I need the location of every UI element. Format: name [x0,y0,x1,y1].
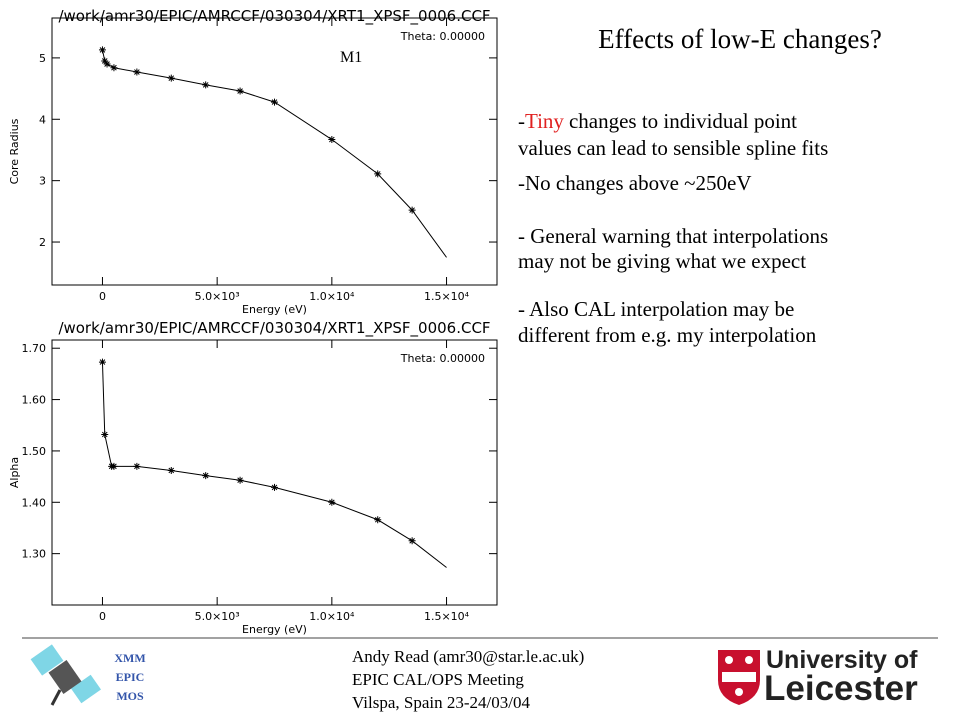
point [167,74,175,82]
bullet-text: different from e.g. my interpolation [518,323,817,347]
point [98,358,106,366]
point [202,81,210,89]
point [133,462,141,470]
point [101,57,109,65]
bullet-text: -Tiny changes to individual point [518,109,797,133]
logo-text: University of [766,646,918,674]
footer-line: Vilspa, Spain 23-24/03/04 [352,693,530,712]
badge-text: EPIC [116,670,145,684]
x-tick-label: 0 [99,290,106,303]
y-tick-label: 1.60 [22,394,47,407]
x-tick-label: 1.0×10⁴ [309,290,355,303]
point [101,430,109,438]
bullet-text: may not be giving what we expect [518,249,806,273]
point [408,537,416,545]
y-tick-label: 1.70 [22,342,47,355]
point [98,46,106,54]
chart-title: /work/amr30/EPIC/AMRCCF/030304/XRT1_XPSF… [58,7,490,26]
fit-line [101,362,447,568]
bullet-text: - Also CAL interpolation may be [518,297,794,321]
y-tick-label: 4 [39,113,46,126]
y-tick-label: 1.50 [22,445,47,458]
logo-text: Leicester [764,669,918,708]
point [328,498,336,506]
plot: /work/amr30/EPIC/AMRCCF/030304/XRT1_XPSF… [8,319,498,636]
bullet-line: - Also CAL interpolation may be [518,297,794,321]
y-axis-label: Core Radius [8,118,21,184]
point [167,466,175,474]
logo-shield [718,650,760,705]
slide-title: Effects of low-E changes? [598,24,882,54]
badge-text: MOS [116,689,144,703]
x-tick-label: 0 [99,610,106,623]
point [271,98,278,106]
plot-frame [51,339,498,606]
bullet-line: -No changes above ~250eV [518,171,752,195]
x-tick-label: 1.5×10⁴ [424,290,470,303]
bullet-text: -No changes above ~250eV [518,171,752,195]
bullet-dash: - [518,109,525,133]
y-tick-label: 3 [39,175,46,188]
y-tick-label: 2 [39,236,46,249]
bullet-highlight: Tiny [525,109,564,133]
point [133,68,141,76]
point [202,472,210,480]
point [374,170,382,178]
y-tick-label: 5 [39,52,46,65]
x-axis-label: Energy (eV) [242,303,307,316]
plot-frame [51,17,498,286]
x-tick-label: 5.0×10³ [195,610,240,623]
x-tick-label: 1.0×10⁴ [309,610,355,623]
annotation: Theta: 0.00000 [400,352,485,365]
point [408,206,416,214]
satellite-icon [30,644,101,706]
bullet-line: values can lead to sensible spline fits [518,136,828,160]
badge-text: XMM [114,651,145,665]
point [110,462,118,470]
point [374,516,382,524]
footer-line: Andy Read (amr30@star.le.ac.uk) [352,647,584,666]
bullet-line: - General warning that interpolations [518,224,828,248]
annotation: Theta: 0.00000 [400,30,485,43]
bullet-text: - General warning that interpolations [518,224,828,248]
point [236,87,244,95]
footer-line: EPIC CAL/OPS Meeting [352,670,524,689]
point [103,60,111,68]
x-tick-label: 1.5×10⁴ [424,610,470,623]
point [328,136,336,144]
y-tick-label: 1.30 [22,548,47,561]
y-axis-label: Alpha [8,457,21,488]
y-tick-label: 1.40 [22,496,47,509]
x-tick-label: 5.0×10³ [195,290,240,303]
bullet-line: changes to individual point [569,109,797,133]
bullet-line: different from e.g. my interpolation [518,323,817,347]
point [271,483,278,491]
point [236,476,244,484]
fit-line [101,49,447,258]
bullet-text: values can lead to sensible spline fits [518,136,828,160]
x-axis-label: Energy (eV) [242,623,307,636]
bullet-line: may not be giving what we expect [518,249,806,273]
plot: /work/amr30/EPIC/AMRCCF/030304/XRT1_XPSF… [8,7,498,316]
plot-label: M1 [340,49,362,66]
chart-title: /work/amr30/EPIC/AMRCCF/030304/XRT1_XPSF… [58,319,490,338]
point [110,64,118,72]
